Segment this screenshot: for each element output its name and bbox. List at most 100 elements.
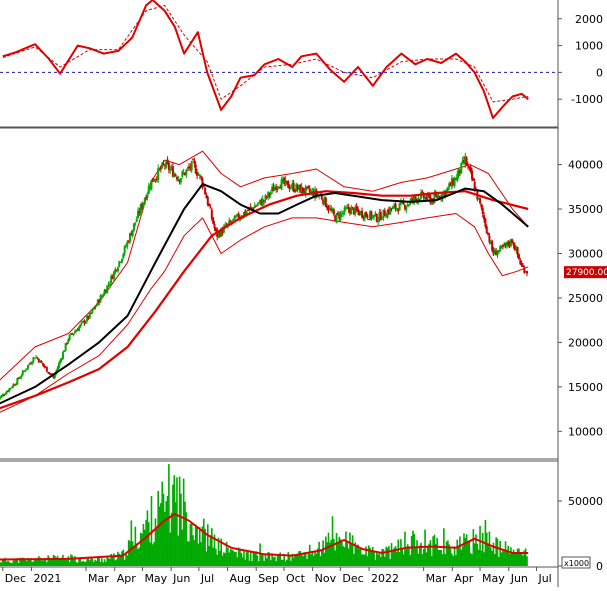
candle-body (145, 197, 148, 200)
volume-bar (291, 553, 294, 566)
candle-body (185, 169, 188, 175)
candle-body (79, 324, 82, 327)
candle-body (295, 184, 298, 192)
volume-bar (523, 550, 526, 566)
candle-body (24, 370, 27, 372)
candle-body (284, 179, 287, 185)
candle-body (39, 360, 42, 363)
volume-bar (439, 549, 441, 566)
volume-bar (437, 549, 440, 566)
volume-bar (184, 501, 186, 566)
candle-body (320, 195, 323, 200)
volume-bar (169, 532, 172, 566)
candle-body (481, 207, 484, 214)
candle-body (48, 372, 51, 374)
volume-bar (300, 554, 303, 566)
volume-bar (252, 552, 255, 566)
candle-body (383, 210, 386, 217)
volume-bar (211, 528, 213, 566)
volume-bar (283, 553, 286, 566)
candle-body (479, 198, 482, 204)
candle-body (414, 196, 417, 199)
volume-bar (139, 532, 142, 566)
volume-bar (433, 534, 436, 566)
volume-bar (1, 558, 4, 566)
volume-bar (526, 556, 528, 566)
volume-bar (496, 538, 499, 566)
candle-body (98, 299, 101, 303)
volume-bar (267, 552, 269, 566)
candle-body (251, 207, 254, 209)
volume-bar (282, 559, 284, 566)
candle-body (95, 304, 98, 307)
candle-body (80, 321, 83, 324)
volume-bar (266, 558, 268, 566)
volume-bar (312, 555, 315, 566)
candle-body (471, 170, 474, 180)
candle-body (151, 178, 154, 182)
volume-bar (337, 541, 339, 566)
volume-bar (299, 551, 302, 566)
volume-bar (103, 559, 106, 566)
candle-body (472, 178, 475, 181)
volume-bar (213, 534, 216, 566)
volume-bar (197, 543, 200, 566)
volume-bar (287, 552, 290, 566)
candle-body (210, 209, 213, 219)
candle-body (504, 243, 507, 246)
volume-bar (471, 554, 473, 566)
candle-body (418, 199, 421, 201)
volume-bar (414, 547, 417, 566)
volume-bar (292, 557, 295, 566)
x-tick-label: Oct (286, 572, 306, 585)
price-y-tick-label: 40000 (568, 159, 603, 172)
candle-body (154, 178, 157, 181)
volume-bar (522, 555, 524, 566)
candle-body (275, 187, 278, 191)
candle-body (373, 214, 376, 217)
volume-bar (334, 550, 337, 566)
volume-bar (243, 550, 245, 566)
candle-body (16, 378, 19, 385)
volume-bar (278, 554, 280, 566)
candle-body (71, 333, 74, 335)
candle-body (457, 168, 460, 176)
candle-body (189, 166, 192, 169)
candle-body (264, 195, 267, 201)
volume-bar (118, 553, 121, 566)
volume-bar (468, 542, 471, 566)
volume-bar (180, 493, 182, 566)
x-tick-label: Jun (510, 572, 528, 585)
candle-body (289, 187, 292, 189)
volume-bar (168, 464, 170, 566)
volume-bar (274, 556, 276, 566)
candle-body (434, 193, 437, 196)
volume-bar (97, 557, 99, 566)
candle-body (29, 363, 32, 365)
volume-bar (20, 558, 23, 566)
volume-bar (381, 549, 383, 566)
candle-body (469, 166, 472, 172)
candle-body (314, 189, 317, 199)
last-price-tag-bg (564, 266, 607, 279)
candle-body (259, 199, 262, 202)
volume-bar (426, 546, 429, 566)
volume-bar (516, 548, 519, 566)
candle-body (342, 212, 345, 214)
volume-bar (181, 529, 184, 566)
volume-bar (402, 554, 405, 566)
candle-body (161, 162, 164, 168)
candle-body (358, 211, 361, 216)
candle-body (283, 177, 286, 184)
candle-body (123, 246, 126, 254)
volume-bar (479, 525, 481, 566)
volume-bar (343, 547, 346, 566)
volume-bar (55, 557, 58, 566)
candle-body (112, 271, 115, 280)
volume-bar (453, 546, 456, 566)
volume-bar (19, 557, 21, 566)
candle-body (247, 209, 250, 211)
volume-bar (452, 555, 455, 566)
candle-body (78, 326, 81, 331)
